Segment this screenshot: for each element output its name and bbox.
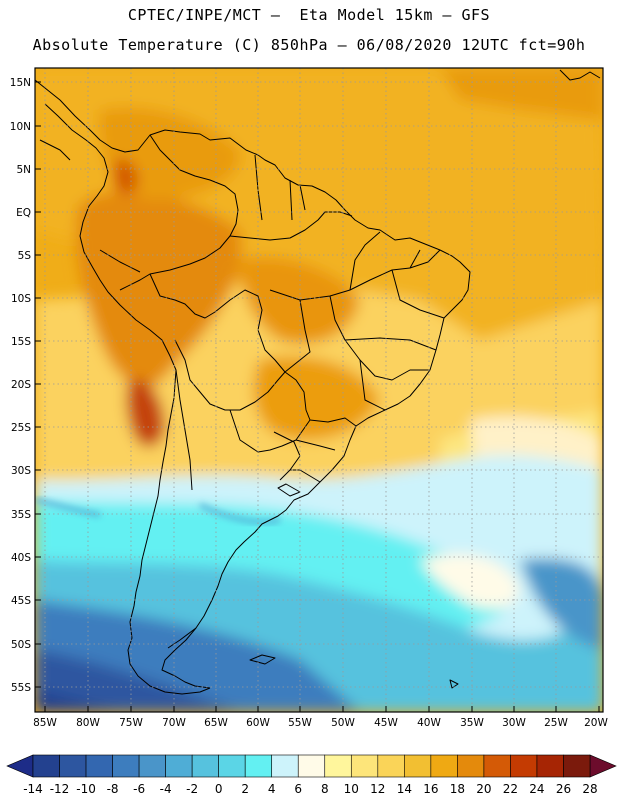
colorbar-label: 14	[397, 782, 412, 796]
lon-label: 20W	[584, 717, 608, 729]
colorbar-segment	[218, 754, 246, 778]
colorbar-over-arrow	[589, 754, 617, 778]
colorbar-segment	[59, 754, 87, 778]
colorbar-segment	[297, 754, 326, 778]
colorbar-label: 16	[423, 782, 438, 796]
lon-label: 25W	[544, 717, 568, 729]
lat-label: 5N	[16, 164, 31, 176]
graticule	[35, 68, 603, 712]
colorbar-label: 20	[476, 782, 491, 796]
colorbar-segment	[112, 754, 140, 778]
colorbar-segment	[271, 754, 299, 778]
colorbar-label: -4	[160, 782, 172, 796]
longitude-labels: 85W 80W 75W 70W 65W 60W 55W 50W 45W 40W …	[33, 717, 608, 729]
colorbar-segment	[430, 754, 458, 778]
colorbar-label: -2	[186, 782, 198, 796]
colorbar-under-arrow	[6, 754, 34, 778]
map-frame	[34, 67, 604, 713]
colorbar-segment	[510, 754, 538, 778]
latitude-labels: 15N 10N 5N EQ 5S 10S 15S 20S 25S 30S 35S…	[10, 77, 32, 694]
colorbar-segment	[457, 754, 485, 778]
coastlines-and-borders	[35, 69, 601, 695]
lat-label: 55S	[11, 682, 31, 694]
lon-label: 55W	[288, 717, 312, 729]
colorbar-segment	[191, 754, 219, 778]
lat-label: 35S	[11, 509, 31, 521]
colorbar-label: -8	[107, 782, 119, 796]
lon-label: 75W	[119, 717, 143, 729]
lon-label: 80W	[76, 717, 100, 729]
temperature-field	[35, 68, 603, 712]
lat-label: 20S	[11, 379, 31, 391]
colorbar-label: 6	[294, 782, 302, 796]
lat-label: 10N	[10, 121, 31, 133]
lat-label: 5S	[18, 250, 32, 262]
colorbar-segment	[32, 754, 60, 778]
lat-label: 15N	[10, 77, 31, 89]
colorbar-segment	[404, 754, 432, 778]
colorbar-segment	[536, 754, 564, 778]
lon-label: 70W	[162, 717, 186, 729]
colorbar-label: -10	[76, 782, 96, 796]
axis-ticks	[35, 81, 600, 712]
lat-label: 15S	[11, 336, 31, 348]
colorbar-label: 28	[582, 782, 597, 796]
chart-title-line2: Absolute Temperature (C) 850hPa – 06/08/…	[32, 36, 586, 54]
lat-label: 45S	[11, 595, 31, 607]
colorbar-segment	[350, 754, 379, 778]
colorbar-segment	[138, 754, 166, 778]
colorbar-segment	[483, 754, 511, 778]
colorbar-label: 10	[344, 782, 359, 796]
colorbar-label: 22	[503, 782, 518, 796]
lon-label: 35W	[460, 717, 484, 729]
colorbar: -14 -12 -10 -8 -6 -4 -2 0 2 4 6 8 10 12 14 16 18 20 22 24 26…	[6, 754, 617, 796]
colorbar-label: -12	[50, 782, 70, 796]
colorbar-label: 18	[450, 782, 465, 796]
colorbar-label: 2	[241, 782, 249, 796]
colorbar-label: 8	[321, 782, 329, 796]
colorbar-label: 26	[556, 782, 571, 796]
colorbar-segment	[324, 754, 352, 778]
colorbar-segment	[165, 754, 193, 778]
colorbar-segment	[377, 754, 405, 778]
lon-label: 85W	[33, 717, 57, 729]
colorbar-label: -14	[23, 782, 43, 796]
lon-label: 60W	[246, 717, 270, 729]
colorbar-segment	[563, 754, 591, 778]
colorbar-label: 12	[370, 782, 385, 796]
lon-label: 45W	[374, 717, 398, 729]
colorbar-segment	[85, 754, 113, 778]
chart-title-line1: CPTEC/INPE/MCT – Eta Model 15km – GFS	[127, 6, 491, 24]
colorbar-label: -6	[133, 782, 145, 796]
lat-label: 10S	[11, 293, 31, 305]
lon-label: 50W	[331, 717, 355, 729]
colorbar-segment	[244, 754, 273, 778]
colorbar-label: 4	[268, 782, 276, 796]
lat-label: 50S	[11, 639, 31, 651]
lat-label: 30S	[11, 465, 31, 477]
lon-label: 65W	[204, 717, 228, 729]
colorbar-label: 24	[529, 782, 544, 796]
lon-label: 30W	[502, 717, 526, 729]
lat-label: 25S	[11, 422, 31, 434]
colorbar-label: 0	[215, 782, 223, 796]
lat-label: 40S	[11, 552, 31, 564]
lat-label: EQ	[16, 207, 31, 219]
lon-label: 40W	[417, 717, 441, 729]
